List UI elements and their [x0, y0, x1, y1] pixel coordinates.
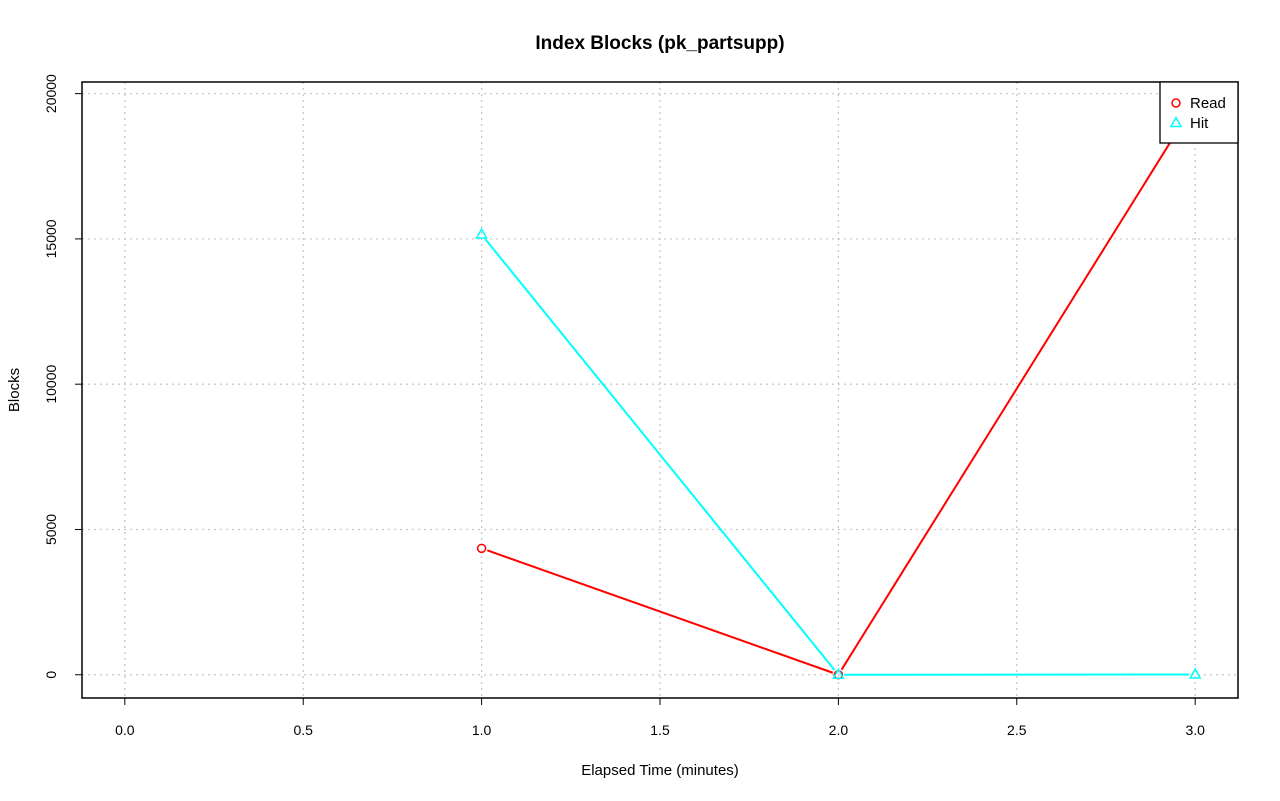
grid	[82, 82, 1238, 698]
x-tick-label: 2.0	[829, 722, 849, 738]
series-read-segment	[486, 549, 834, 674]
y-axis: 0 5000 10000 15000 20000	[43, 74, 83, 679]
x-tick-label: 0.0	[115, 722, 135, 738]
legend-box	[1159, 81, 1239, 144]
series-hit	[475, 227, 1202, 680]
x-tick-label: 3.0	[1185, 722, 1205, 738]
x-axis: 0.0 0.5 1.0 1.5 2.0 2.5 3.0	[115, 697, 1205, 738]
x-tick-label: 1.0	[472, 722, 492, 738]
chart-title: Index Blocks (pk_partsupp)	[535, 33, 784, 54]
y-tick-label: 0	[43, 671, 59, 679]
series-hit-point	[1188, 667, 1202, 679]
series-layer	[475, 97, 1202, 680]
x-axis-label: Elapsed Time (minutes)	[581, 762, 739, 779]
series-read-segment	[840, 106, 1193, 671]
legend-marker-read	[1171, 98, 1181, 108]
legend-label-read: Read	[1190, 95, 1226, 112]
series-hit-point	[475, 227, 488, 239]
series-read-point	[476, 543, 487, 554]
y-tick-label: 15000	[43, 219, 59, 258]
series-hit-segment	[484, 238, 836, 671]
y-tick-label: 5000	[43, 514, 59, 545]
series-hit-point	[832, 667, 845, 680]
x-tick-label: 1.5	[650, 722, 670, 738]
y-tick-label: 20000	[43, 74, 59, 113]
legend-marker-hit	[1169, 115, 1183, 128]
y-axis-label: Blocks	[6, 368, 23, 412]
x-tick-label: 0.5	[293, 722, 313, 738]
legend: Read Hit	[1159, 81, 1239, 144]
x-tick-label: 2.5	[1007, 722, 1027, 738]
legend-label-hit: Hit	[1190, 115, 1209, 132]
y-tick-label: 10000	[43, 365, 59, 404]
